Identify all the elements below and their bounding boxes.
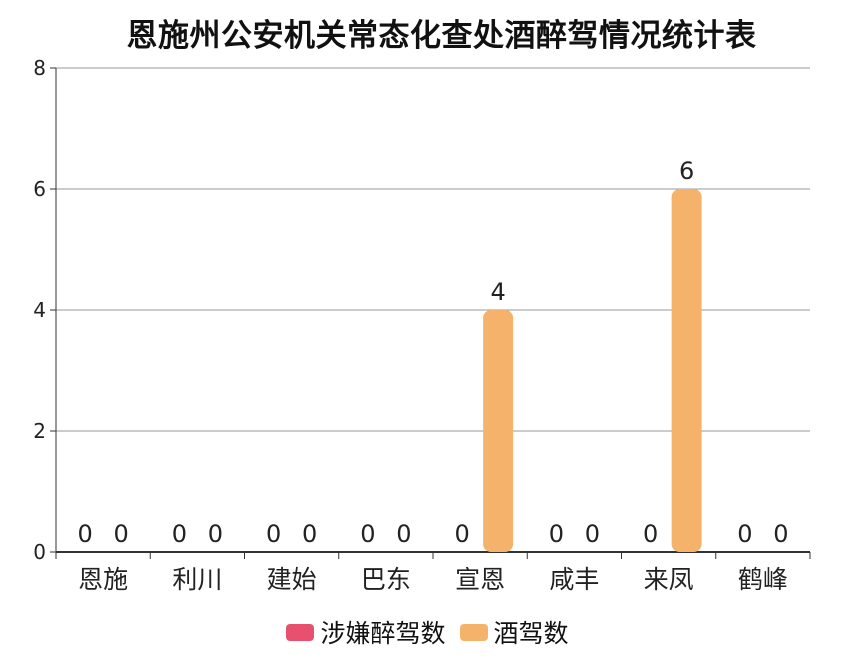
data-label: 0 [737, 520, 752, 548]
data-label: 0 [360, 520, 375, 548]
bars [483, 189, 702, 552]
data-label: 0 [396, 520, 411, 548]
data-label: 0 [454, 520, 469, 548]
chart-title: 恩施州公安机关常态化查处酒醉驾情况统计表 [126, 18, 757, 54]
legend-item-series-1[interactable]: 酒驾数 [459, 614, 569, 650]
x-tick-label: 建始 [267, 565, 317, 594]
bar-series-1[interactable] [483, 310, 514, 552]
y-tick-label: 0 [33, 540, 46, 564]
data-label: 4 [490, 278, 505, 306]
data-label: 0 [266, 520, 281, 548]
legend-label-series-1: 酒驾数 [493, 619, 569, 648]
legend-label-series-0: 涉嫌醉驾数 [320, 619, 446, 648]
data-label: 6 [679, 157, 694, 185]
legend-swatch-series-0 [286, 623, 315, 641]
data-label: 0 [643, 520, 658, 548]
x-axis: 恩施 利川 建始 巴东 宣恩 咸丰 来凤 鹤峰 [55, 551, 811, 594]
legend: 涉嫌醉驾数 酒驾数 [0, 614, 855, 650]
bar-series-1[interactable] [671, 189, 702, 552]
data-label: 0 [773, 520, 788, 548]
x-tick-label: 巴东 [361, 565, 411, 594]
y-tick-label: 6 [33, 177, 46, 201]
x-tick-label: 宣恩 [455, 565, 505, 594]
data-label: 0 [208, 520, 223, 548]
legend-item-series-0[interactable]: 涉嫌醉驾数 [286, 614, 446, 650]
data-label: 0 [113, 520, 128, 548]
x-tick-label: 来凤 [644, 565, 694, 594]
x-tick-label: 咸丰 [549, 565, 599, 594]
y-axis: 0 2 4 6 8 [33, 56, 57, 564]
y-tick-label: 8 [33, 56, 46, 80]
data-labels: 0 0 0 0 0 0 0 0 040 0 060 0 [77, 157, 788, 548]
x-tick-label: 利川 [172, 565, 222, 594]
data-label: 0 [302, 520, 317, 548]
x-tick-label: 鹤峰 [738, 565, 788, 594]
x-tick-label: 恩施 [78, 565, 128, 594]
y-tick-label: 4 [33, 298, 46, 322]
data-label: 0 [77, 520, 92, 548]
data-label: 0 [549, 520, 564, 548]
data-label: 0 [585, 520, 600, 548]
y-tick-label: 2 [33, 419, 46, 443]
legend-swatch-series-1 [459, 623, 488, 641]
data-label: 0 [172, 520, 187, 548]
